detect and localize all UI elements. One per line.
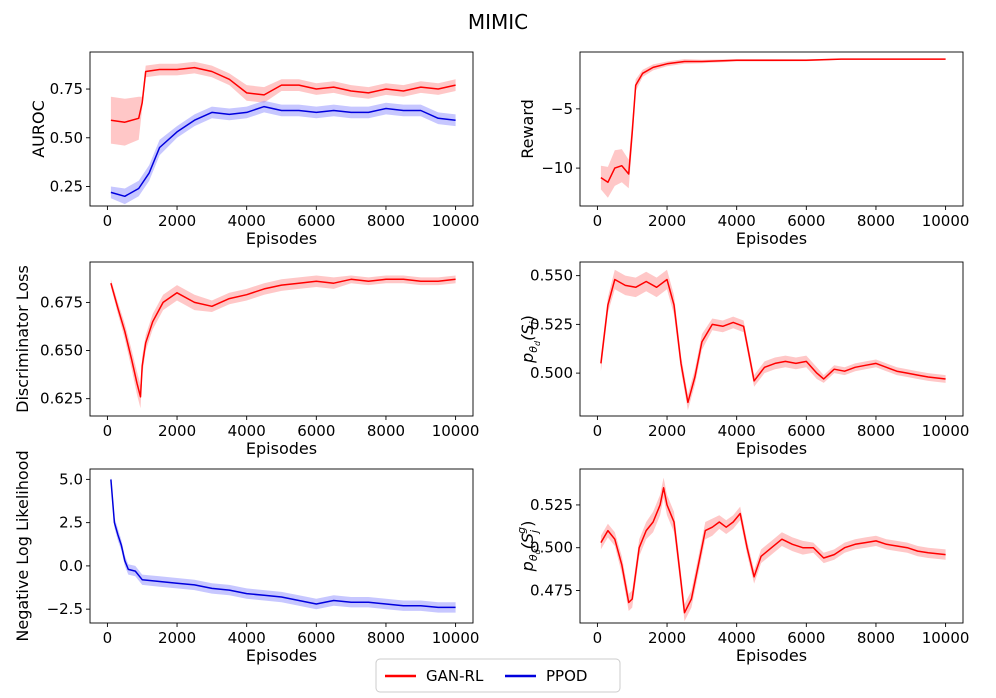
- subplot-p-sjg: 0 2000 4000 6000 8000 10000 Episodes 0.475 0.500…: [515, 468, 970, 665]
- subplot-auroc: 0 2000 4000 6000 8000 10000 Episodes 0.25 0.50 0.…: [29, 51, 480, 248]
- p-si-xtick-label: 4000: [718, 422, 756, 440]
- disc-loss-xtick-label: 4000: [228, 422, 266, 440]
- p-si-xtick-label: 8000: [857, 422, 895, 440]
- auroc-ytick-label: 0.75: [50, 80, 83, 98]
- p-sjg-band-gan-rl: [600, 477, 946, 622]
- p-si-xtick-label: 2000: [648, 422, 686, 440]
- reward-line-gan-rl: [600, 58, 946, 184]
- nll-ytick-label: −2.5: [47, 600, 83, 618]
- p-si-band-gan-rl: [600, 269, 946, 411]
- p-sjg-ylabel: pθd(Sjg): [515, 521, 542, 573]
- nll-xtick-label: 0: [103, 629, 113, 647]
- auroc-frame: [89, 51, 474, 207]
- reward-xtick-label: 10000: [922, 212, 970, 230]
- reward-xtick-label: 0: [593, 212, 603, 230]
- subplot-reward: 0 2000 4000 6000 8000 10000 Episodes −10 −5 Rewar…: [518, 51, 970, 248]
- p-sjg-xtick-label: 0: [593, 629, 603, 647]
- p-si-xtick-label: 10000: [922, 422, 970, 440]
- p-si-ylabel: pθd(Si): [518, 315, 542, 364]
- reward-ytick-label: −10: [541, 159, 573, 177]
- auroc-xtick-label: 6000: [297, 212, 335, 230]
- p-si-ytick-label: 0.550: [530, 267, 573, 285]
- subplots: 0 2000 4000 6000 8000 10000 Episodes 0.25 0.50 0.…: [13, 51, 970, 665]
- p-si-ytick-label: 0.500: [530, 364, 573, 382]
- nll-ylabel: Negative Log Likelihood: [13, 450, 32, 641]
- auroc-ylabel: AUROC: [29, 100, 48, 158]
- nll-xtick-label: 10000: [432, 629, 480, 647]
- auroc-band-gan-rl: [110, 61, 456, 146]
- auroc-xtick-label: 8000: [367, 212, 405, 230]
- auroc-xtick-label: 2000: [158, 212, 196, 230]
- disc-loss-xlabel: Episodes: [246, 439, 317, 458]
- nll-ytick-label: 2.5: [59, 514, 83, 532]
- nll-frame: [89, 468, 474, 624]
- p-si-frame: [579, 261, 964, 417]
- disc-loss-xtick-label: 10000: [432, 422, 480, 440]
- auroc-ytick-label: 0.50: [50, 129, 83, 147]
- auroc-line-ppod: [110, 105, 456, 198]
- nll-xtick-label: 6000: [297, 629, 335, 647]
- p-si-line-gan-rl: [600, 278, 946, 404]
- p-si-ytick-label: 0.525: [530, 315, 573, 333]
- nll-xtick-label: 4000: [228, 629, 266, 647]
- nll-xtick-label: 8000: [367, 629, 405, 647]
- nll-line-ppod: [110, 479, 456, 609]
- p-si-xtick-label: 0: [593, 422, 603, 440]
- reward-xtick-label: 4000: [718, 212, 756, 230]
- nll-band-ppod: [110, 475, 456, 613]
- legend-frame: [375, 658, 621, 693]
- p-sjg-ytick-label: 0.525: [530, 496, 573, 514]
- disc-loss-frame: [89, 261, 474, 417]
- disc-loss-xtick-label: 0: [103, 422, 113, 440]
- disc-loss-line-gan-rl: [110, 278, 456, 398]
- p-sjg-ytick-label: 0.475: [530, 581, 573, 599]
- nll-xlabel: Episodes: [246, 646, 317, 665]
- p-sjg-line-gan-rl: [600, 487, 946, 614]
- reward-band-gan-rl: [600, 58, 946, 198]
- auroc-xtick-label: 10000: [432, 212, 480, 230]
- reward-xlabel: Episodes: [736, 229, 807, 248]
- reward-ylabel: Reward: [518, 99, 537, 159]
- auroc-xtick-label: 4000: [228, 212, 266, 230]
- reward-xtick-label: 6000: [787, 212, 825, 230]
- p-sjg-ytick-label: 0.500: [530, 539, 573, 557]
- reward-xtick-label: 2000: [648, 212, 686, 230]
- disc-loss-xtick-label: 6000: [297, 422, 335, 440]
- p-sjg-xtick-label: 4000: [718, 629, 756, 647]
- reward-ytick-label: −5: [551, 100, 573, 118]
- disc-loss-ytick-label: 0.625: [40, 390, 83, 408]
- legend-label-ppod: PPOD: [546, 667, 587, 685]
- auroc-xlabel: Episodes: [246, 229, 317, 248]
- p-si-xlabel: Episodes: [736, 439, 807, 458]
- disc-loss-xtick-label: 2000: [158, 422, 196, 440]
- subplot-p-si: 0 2000 4000 6000 8000 10000 Episodes 0.500 0.525…: [518, 261, 970, 458]
- disc-loss-band-gan-rl: [110, 275, 456, 409]
- disc-loss-ylabel: Discriminator Loss: [13, 265, 32, 413]
- nll-xtick-label: 2000: [158, 629, 196, 647]
- p-sjg-frame: [579, 468, 964, 624]
- p-si-xtick-label: 6000: [787, 422, 825, 440]
- disc-loss-ytick-label: 0.650: [40, 342, 83, 360]
- p-sjg-xtick-label: 8000: [857, 629, 895, 647]
- figure-title: MIMIC: [468, 10, 528, 34]
- disc-loss-xtick-label: 8000: [367, 422, 405, 440]
- auroc-band-ppod: [110, 100, 456, 205]
- nll-ytick-label: 0.0: [59, 557, 83, 575]
- auroc-xtick-label: 0: [103, 212, 113, 230]
- p-sjg-xlabel: Episodes: [736, 646, 807, 665]
- reward-frame: [579, 51, 964, 207]
- reward-xtick-label: 8000: [857, 212, 895, 230]
- subplot-disc-loss: 0 2000 4000 6000 8000 10000 Episodes 0.625 0.650…: [13, 261, 480, 458]
- legend-label-gan-rl: GAN-RL: [426, 667, 484, 685]
- auroc-ytick-label: 0.25: [50, 178, 83, 196]
- nll-ytick-label: 5.0: [59, 470, 83, 488]
- auroc-line-gan-rl: [110, 66, 456, 123]
- legend: GAN-RL PPOD: [375, 658, 621, 693]
- p-sjg-xtick-label: 10000: [922, 629, 970, 647]
- disc-loss-ytick-label: 0.675: [40, 293, 83, 311]
- p-sjg-xtick-label: 6000: [787, 629, 825, 647]
- subplot-nll: 0 2000 4000 6000 8000 10000 Episodes −2.5 0.0 2.5…: [13, 450, 479, 665]
- p-sjg-xtick-label: 2000: [648, 629, 686, 647]
